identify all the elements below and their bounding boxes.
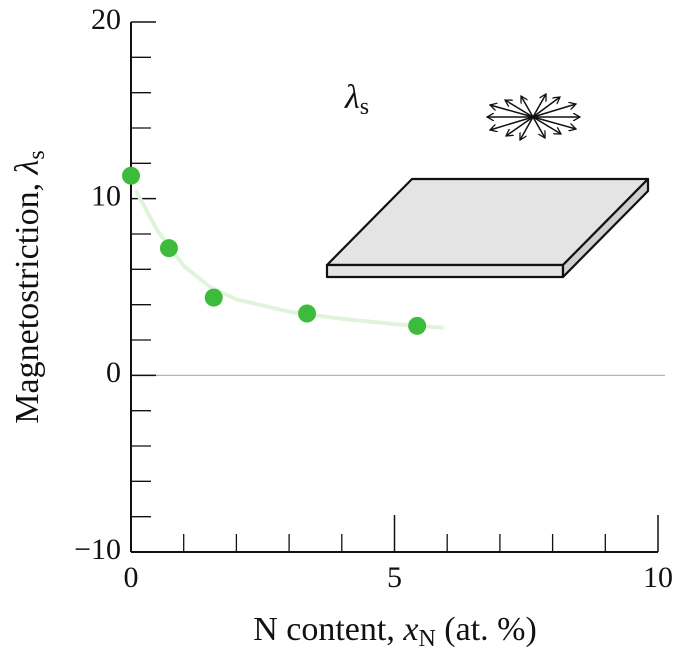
annotation-sub: s [360,94,369,120]
x-axis-label-symbol: x [402,611,418,648]
x-axis-label: N content, xN (at. %) [253,611,537,652]
y-tick-label: 0 [106,356,121,389]
x-tick-label: 0 [124,561,139,594]
data-point [159,239,178,258]
slab-illustration [325,177,650,279]
data-point [408,316,427,335]
annotation-symbol: λ [344,79,360,116]
y-tick-label: 10 [91,180,121,213]
data-point [122,166,140,185]
x-tick-label: 10 [643,561,673,594]
y-axis-label-sub: s [24,150,50,159]
y-axis-label-symbol: λ [9,160,46,176]
data-point [298,304,317,323]
y-tick-label: −10 [74,533,121,566]
x-tick-label: 5 [387,561,402,594]
x-axis-label-sub: N [418,626,435,652]
data-point [204,288,223,307]
annotation: λs [344,79,369,120]
x-axis-label-text: N content, [253,611,403,648]
y-axis-label-text: Magnetostriction, [9,174,46,423]
y-tick-label: 20 [91,3,121,36]
x-axis-label-after: (at. %) [436,611,537,648]
isotropic-arrows [487,94,580,140]
y-axis-label: Magnetostriction, λs [9,150,50,423]
